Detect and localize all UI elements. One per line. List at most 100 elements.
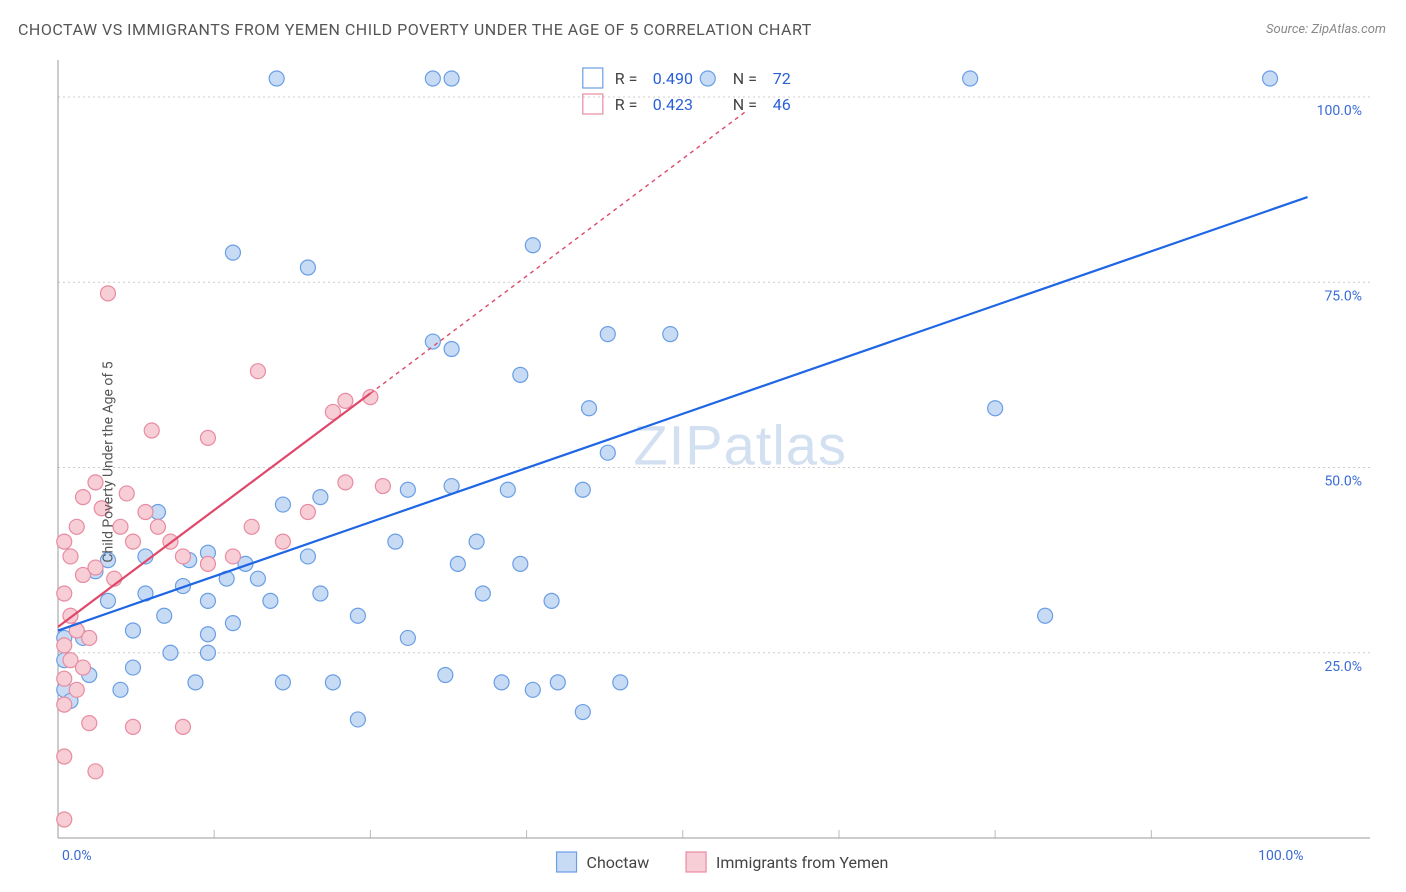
legend-label: Choctaw (587, 853, 650, 872)
scatter-point (144, 423, 159, 438)
scatter-point (350, 712, 365, 727)
stat-r-label: R = (615, 95, 638, 114)
scatter-point (575, 482, 590, 497)
scatter-point (157, 608, 172, 623)
scatter-point (444, 71, 459, 86)
scatter-point (225, 245, 240, 260)
scatter-point (663, 327, 678, 342)
scatter-point (400, 482, 415, 497)
scatter-point (200, 627, 215, 642)
scatter-point (119, 486, 134, 501)
scatter-point (75, 660, 90, 675)
scatter-point (57, 749, 72, 764)
scatter-point (600, 327, 615, 342)
scatter-point (57, 671, 72, 686)
scatter-point (75, 490, 90, 505)
scatter-point (57, 697, 72, 712)
scatter-point (350, 608, 365, 623)
y-axis-label: Child Poverty Under the Age of 5 (101, 361, 117, 562)
stat-n-value: 46 (773, 95, 791, 114)
scatter-point (450, 556, 465, 571)
scatter-point (275, 675, 290, 690)
source-attribution: Source: ZipAtlas.com (1266, 22, 1386, 37)
x-tick-label: 100.0% (1258, 848, 1303, 864)
scatter-point (1263, 71, 1278, 86)
y-tick-label: 100.0% (1317, 103, 1362, 119)
scatter-point (88, 764, 103, 779)
scatter-point (425, 334, 440, 349)
scatter-point (244, 519, 259, 534)
scatter-point (63, 549, 78, 564)
legend-label: Immigrants from Yemen (716, 853, 888, 872)
scatter-point (1038, 608, 1053, 623)
scatter-point (225, 616, 240, 631)
scatter-point (525, 238, 540, 253)
scatter-point (963, 71, 978, 86)
scatter-point (175, 549, 190, 564)
stat-r-label: R = (615, 69, 638, 88)
scatter-point (513, 556, 528, 571)
scatter-point (313, 490, 328, 505)
scatter-point (57, 812, 72, 827)
scatter-point (69, 519, 84, 534)
scatter-point (444, 341, 459, 356)
scatter-point (494, 675, 509, 690)
chart-container: Child Poverty Under the Age of 5 25.0%50… (18, 50, 1388, 874)
y-tick-label: 50.0% (1324, 474, 1362, 490)
scatter-point (150, 519, 165, 534)
stat-n-label: N = (733, 95, 757, 114)
y-tick-label: 25.0% (1324, 659, 1362, 675)
scatter-point (275, 534, 290, 549)
scatter-point (513, 367, 528, 382)
scatter-point (82, 716, 97, 731)
scatter-point (57, 638, 72, 653)
stat-n-value: 72 (773, 69, 791, 88)
scatter-point (525, 682, 540, 697)
scatter-point (175, 719, 190, 734)
scatter-point (300, 549, 315, 564)
scatter-point (300, 504, 315, 519)
scatter-point (200, 645, 215, 660)
stat-n-label: N = (733, 69, 757, 88)
scatter-point (125, 534, 140, 549)
scatter-point (225, 549, 240, 564)
scatter-point (250, 571, 265, 586)
trend-line-extrapolated (370, 112, 745, 394)
scatter-point (500, 482, 515, 497)
scatter-point (263, 593, 278, 608)
scatter-point (400, 630, 415, 645)
scatter-point (188, 675, 203, 690)
scatter-point (338, 475, 353, 490)
scatter-chart: 25.0%50.0%75.0%100.0%0.0%100.0%ZIPatlasR… (18, 50, 1388, 874)
scatter-point (550, 675, 565, 690)
trend-line (58, 197, 1308, 630)
x-tick-label: 0.0% (62, 848, 92, 864)
scatter-point (82, 630, 97, 645)
scatter-point (425, 71, 440, 86)
scatter-point (57, 586, 72, 601)
scatter-point (988, 401, 1003, 416)
scatter-point (438, 667, 453, 682)
scatter-point (125, 719, 140, 734)
scatter-point (600, 445, 615, 460)
scatter-point (125, 660, 140, 675)
scatter-point (544, 593, 559, 608)
scatter-point (200, 430, 215, 445)
legend-swatch (686, 852, 706, 872)
scatter-point (275, 497, 290, 512)
scatter-point (582, 401, 597, 416)
legend-swatch (557, 852, 577, 872)
scatter-point (300, 260, 315, 275)
scatter-point (325, 675, 340, 690)
scatter-point (200, 593, 215, 608)
scatter-point (100, 593, 115, 608)
scatter-point (469, 534, 484, 549)
scatter-point (163, 645, 178, 660)
stat-swatch (583, 68, 603, 88)
scatter-point (69, 682, 84, 697)
scatter-point (100, 286, 115, 301)
scatter-point (388, 534, 403, 549)
scatter-point (125, 623, 140, 638)
watermark: ZIPatlas (634, 414, 847, 477)
stat-r-value: 0.490 (653, 69, 693, 88)
